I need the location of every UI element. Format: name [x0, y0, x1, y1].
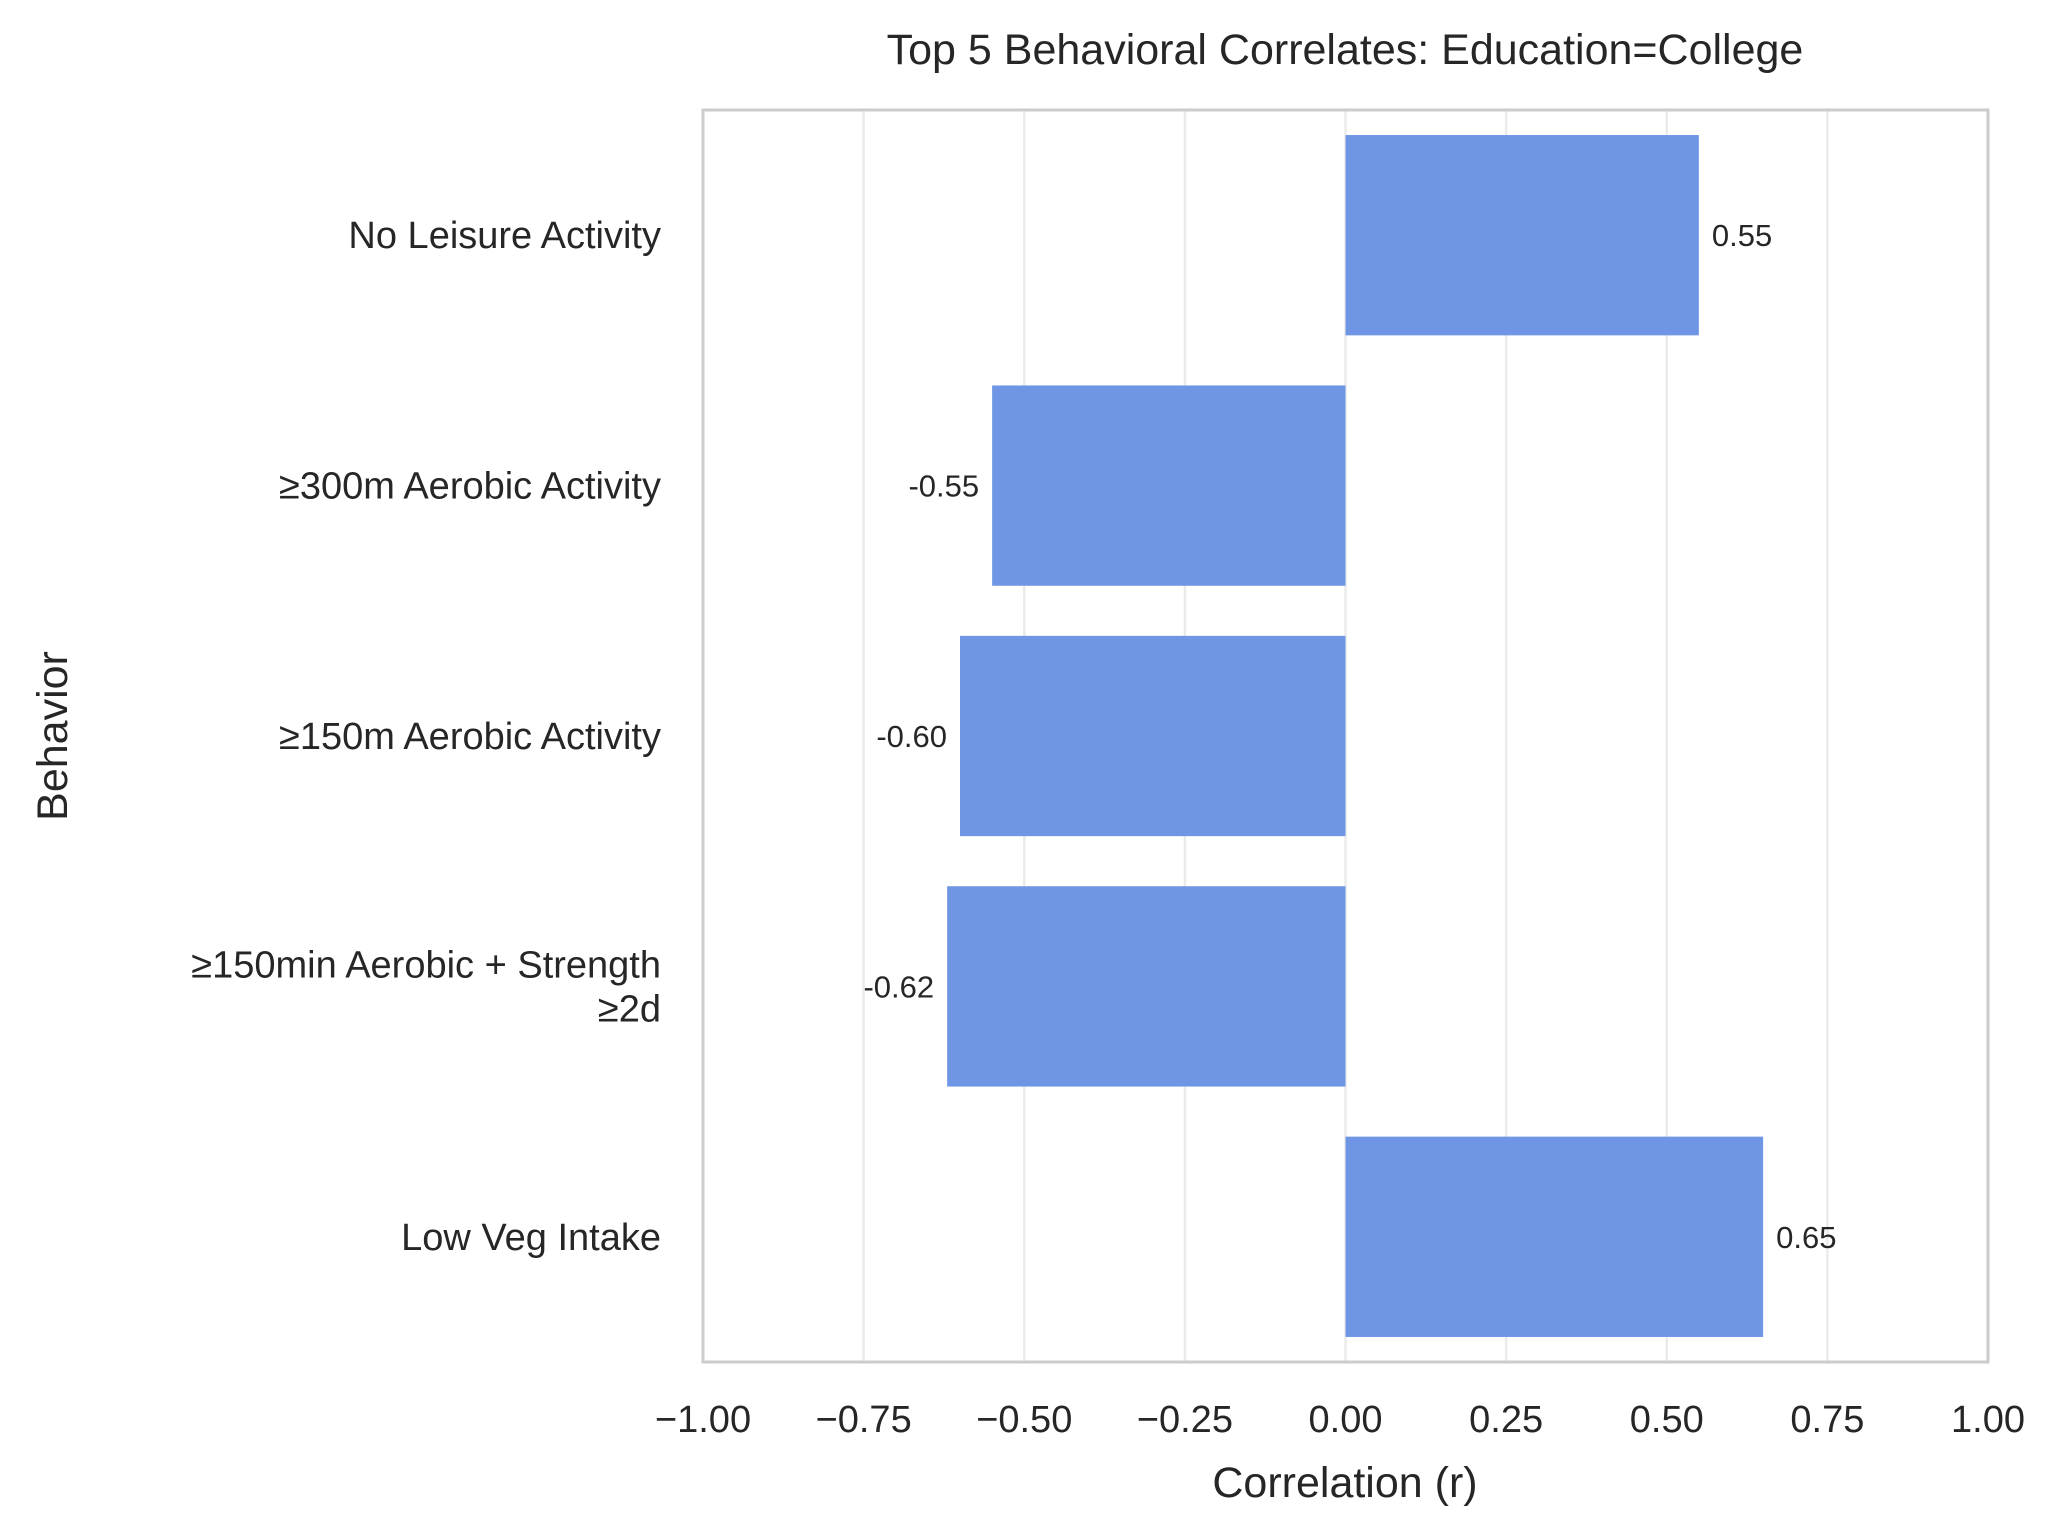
- y-tick-label: No Leisure Activity: [348, 215, 661, 257]
- bar-value-label: 0.65: [1776, 1220, 1836, 1255]
- x-tick-label: −0.25: [1137, 1399, 1233, 1441]
- bar-value-label: 0.55: [1712, 218, 1772, 253]
- x-tick-label: 0.00: [1309, 1399, 1383, 1441]
- x-tick-label: 0.50: [1630, 1399, 1704, 1441]
- bar: [992, 385, 1346, 586]
- bar: [947, 886, 1346, 1087]
- x-axis-ticks: −1.00 −0.75 −0.50 −0.25 0.00 0.25 0.50 0.75 1.00: [655, 1399, 2025, 1441]
- bar-value-label: -0.62: [863, 969, 934, 1004]
- x-tick-label: 0.25: [1469, 1399, 1543, 1441]
- x-tick-label: −1.00: [655, 1399, 751, 1441]
- bar: [1345, 1136, 1764, 1337]
- x-tick-label: 0.75: [1790, 1399, 1864, 1441]
- bar-value-label: -0.60: [876, 719, 947, 754]
- chart-title: Top 5 Behavioral Correlates: Education=C…: [887, 26, 1804, 74]
- bar-value-label: -0.55: [908, 469, 979, 504]
- x-tick-label: −0.50: [976, 1399, 1072, 1441]
- y-tick-label: ≥300m Aerobic Activity: [279, 466, 661, 508]
- x-axis-label: Correlation (r): [1212, 1459, 1477, 1507]
- y-tick-label: Low Veg Intake: [401, 1217, 661, 1259]
- x-tick-label: −0.75: [816, 1399, 912, 1441]
- y-tick-label: ≥150m Aerobic Activity: [279, 716, 661, 758]
- bar: [1345, 135, 1699, 336]
- y-axis-label: Behavior: [29, 651, 77, 821]
- data-labels: 0.55 -0.55 -0.60 -0.62 0.65: [863, 218, 1836, 1255]
- bars: [947, 135, 1764, 1337]
- x-tick-label: 1.00: [1951, 1399, 2025, 1441]
- bar: [960, 635, 1346, 837]
- y-axis-ticks: No Leisure Activity ≥300m Aerobic Activit…: [191, 215, 661, 1259]
- y-tick-label: ≥2d: [598, 988, 661, 1030]
- y-tick-label: ≥150min Aerobic + Strength: [191, 944, 661, 986]
- plot-frame: [701, 108, 1990, 1364]
